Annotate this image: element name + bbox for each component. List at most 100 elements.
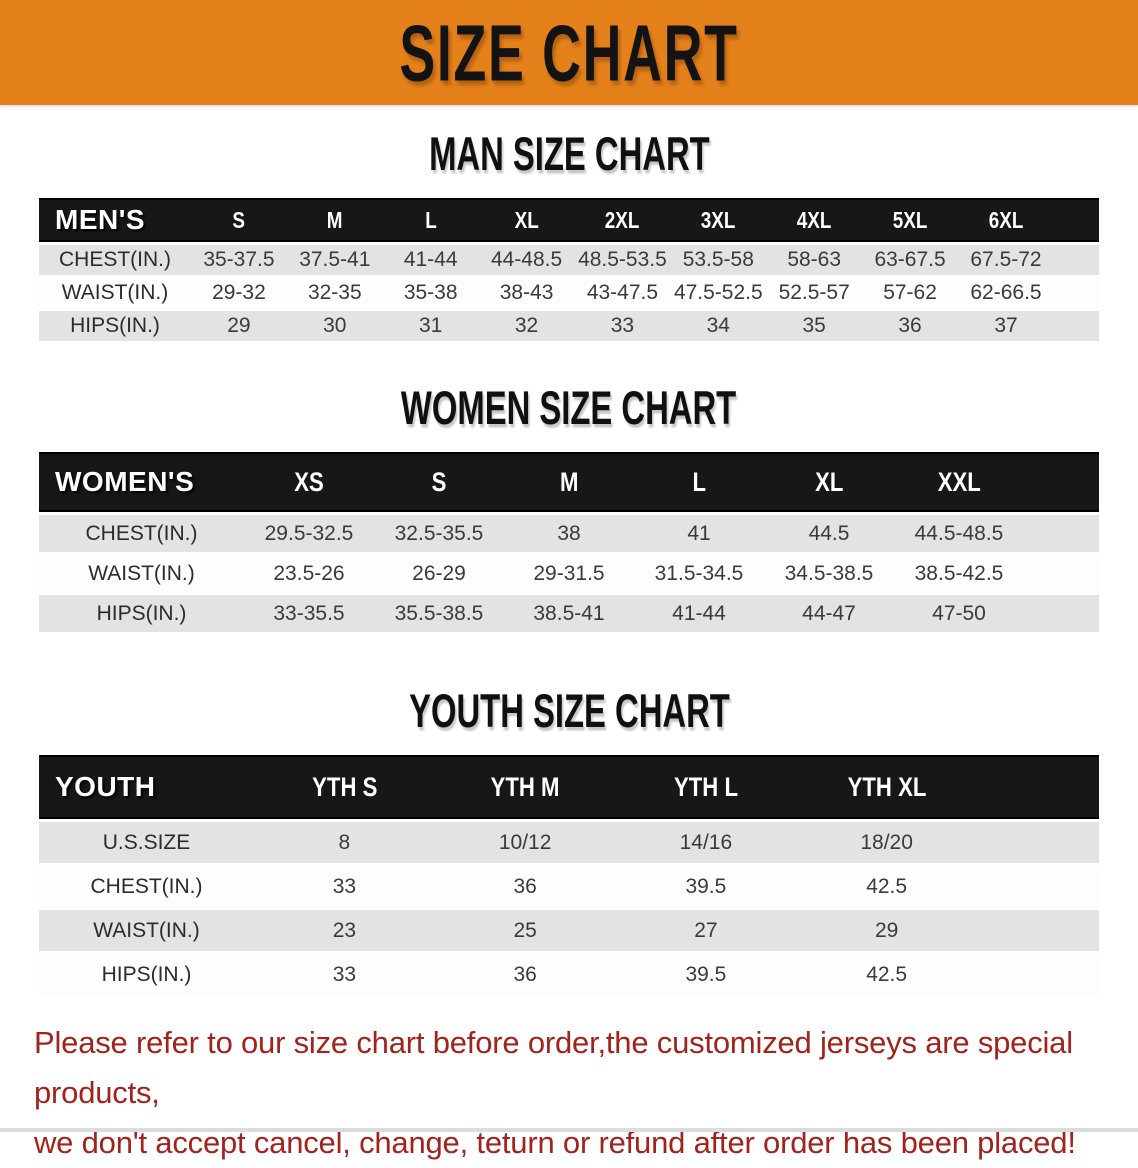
column-header-text: 3XL [701, 206, 736, 233]
cell-value: 10/12 [434, 822, 616, 863]
column-header: XL [764, 452, 894, 512]
cell-value: 8 [254, 822, 435, 863]
section-youth: YOUTH SIZE CHART YOUTH YTH S YTH M YTH L YTH … [0, 685, 1138, 998]
men-table-header: MEN'S S M L XL 2XL 3XL 4XL 5XL 6XL [39, 198, 1099, 242]
cell-value: 41-44 [634, 595, 764, 632]
row-spacer [977, 910, 1099, 951]
row-spacer [977, 822, 1099, 863]
cell-value: 29 [191, 311, 287, 341]
header-row: WOMEN'S XS S M L XL XXL [39, 452, 1099, 512]
table-row: WAIST(IN.) 23.5-26 26-29 29-31.5 31.5-34.5 34… [39, 555, 1099, 592]
cell-value: 34 [670, 311, 767, 341]
column-header-text: 5XL [892, 206, 928, 233]
column-header: YTH XL [796, 755, 977, 819]
column-header: L [382, 198, 479, 242]
men-header-label: MEN'S [39, 198, 191, 242]
table-row: HIPS(IN.) 33-35.5 35.5-38.5 38.5-41 41-44 44-… [39, 595, 1099, 632]
disclaimer-line-1: Please refer to our size chart before or… [34, 1025, 1073, 1110]
cell-value: 32-35 [286, 278, 383, 308]
cell-value: 29-32 [191, 278, 287, 308]
row-spacer [1054, 278, 1099, 308]
disclaimer-text: Please refer to our size chart before or… [34, 1018, 1118, 1168]
section-women: WOMEN SIZE CHART WOMEN'S XS S M L XL XXL CHEST(I… [0, 382, 1138, 635]
cell-value: 39.5 [615, 954, 797, 995]
row-label: HIPS(IN.) [39, 595, 244, 632]
column-header-text: L [692, 466, 706, 497]
disclaimer-line-2: we don't accept cancel, change, teturn o… [34, 1125, 1076, 1160]
column-header: M [504, 452, 634, 512]
row-spacer [977, 954, 1099, 995]
table-row: CHEST(IN.) 33 36 39.5 42.5 [39, 866, 1099, 907]
column-header-text: 2XL [605, 206, 640, 233]
cell-value: 36 [434, 866, 616, 907]
column-header-text: YTH S [311, 771, 377, 802]
table-row: CHEST(IN.) 29.5-32.5 32.5-35.5 38 41 44.5 44.5… [39, 515, 1099, 552]
youth-table-header: YOUTH YTH S YTH M YTH L YTH XL [39, 755, 1099, 819]
cell-value: 26-29 [374, 555, 504, 592]
men-size-table: MEN'S S M L XL 2XL 3XL 4XL 5XL 6XL CHEST(IN.) 35-37… [39, 195, 1099, 344]
women-size-chart-title: WOMEN SIZE CHART [0, 382, 1138, 435]
size-chart-sections: MAN SIZE CHART MEN'S S M L XL 2XL 3XL 4XL 5XL 6XL C… [0, 128, 1138, 998]
row-spacer [977, 866, 1099, 907]
cell-value: 38 [504, 515, 634, 552]
cell-value: 35 [766, 311, 863, 341]
cell-value: 14/16 [615, 822, 797, 863]
cell-value: 42.5 [796, 866, 977, 907]
cell-value: 34.5-38.5 [764, 555, 894, 592]
column-header-text: 6XL [988, 206, 1024, 233]
men-size-chart-title: MAN SIZE CHART [0, 128, 1138, 181]
cell-value: 41-44 [382, 245, 479, 275]
youth-table-body: U.S.SIZE 8 10/12 14/16 18/20 CHEST(IN.) 33 36 39… [39, 822, 1099, 995]
cell-value: 37.5-41 [286, 245, 383, 275]
cell-value: 33-35.5 [244, 595, 374, 632]
row-label: WAIST(IN.) [39, 910, 254, 951]
women-header-label: WOMEN'S [39, 452, 244, 512]
cell-value: 31.5-34.5 [634, 555, 764, 592]
column-header-text: M [326, 206, 343, 233]
cell-value: 44-48.5 [478, 245, 575, 275]
cell-value: 29-31.5 [504, 555, 634, 592]
cell-value: 35.5-38.5 [374, 595, 504, 632]
women-size-table: WOMEN'S XS S M L XL XXL CHEST(IN.) 29.5-32.5 32.5… [39, 449, 1099, 635]
cell-value: 43-47.5 [574, 278, 671, 308]
cell-value: 32.5-35.5 [374, 515, 504, 552]
row-spacer [1054, 245, 1099, 275]
cell-value: 33 [254, 866, 435, 907]
column-header-text: YTH M [490, 771, 560, 802]
row-spacer [1024, 595, 1099, 632]
youth-size-table: YOUTH YTH S YTH M YTH L YTH XL U.S.SIZE 8 10/12… [39, 752, 1099, 998]
cell-value: 58-63 [766, 245, 863, 275]
column-header: 6XL [958, 198, 1054, 242]
cell-value: 38-43 [478, 278, 575, 308]
row-spacer [1054, 311, 1099, 341]
row-label: CHEST(IN.) [39, 515, 244, 552]
header-row: MEN'S S M L XL 2XL 3XL 4XL 5XL 6XL [39, 198, 1099, 242]
column-header-text: XL [514, 206, 539, 233]
column-header: YTH M [434, 755, 616, 819]
women-table-header: WOMEN'S XS S M L XL XXL [39, 452, 1099, 512]
cell-value: 36 [862, 311, 958, 341]
cell-value: 25 [434, 910, 616, 951]
table-row: CHEST(IN.) 35-37.5 37.5-41 41-44 44-48.5 48.5… [39, 245, 1099, 275]
column-header-text: S [431, 466, 447, 497]
column-header: 2XL [574, 198, 671, 242]
column-header-text: YTH XL [847, 771, 926, 802]
cell-value: 38.5-42.5 [894, 555, 1024, 592]
column-header-text: XS [294, 466, 324, 497]
cell-value: 37 [958, 311, 1054, 341]
column-header: YTH S [254, 755, 435, 819]
cell-value: 23.5-26 [244, 555, 374, 592]
row-label: CHEST(IN.) [39, 245, 191, 275]
cell-value: 53.5-58 [670, 245, 767, 275]
cell-value: 33 [254, 954, 435, 995]
cell-value: 35-37.5 [191, 245, 287, 275]
row-label: WAIST(IN.) [39, 278, 191, 308]
column-header: M [286, 198, 383, 242]
cell-value: 35-38 [382, 278, 479, 308]
column-header: 3XL [670, 198, 767, 242]
column-header: S [374, 452, 504, 512]
table-row: WAIST(IN.) 23 25 27 29 [39, 910, 1099, 951]
cell-value: 41 [634, 515, 764, 552]
column-header-text: M [559, 466, 579, 497]
cell-value: 52.5-57 [766, 278, 863, 308]
